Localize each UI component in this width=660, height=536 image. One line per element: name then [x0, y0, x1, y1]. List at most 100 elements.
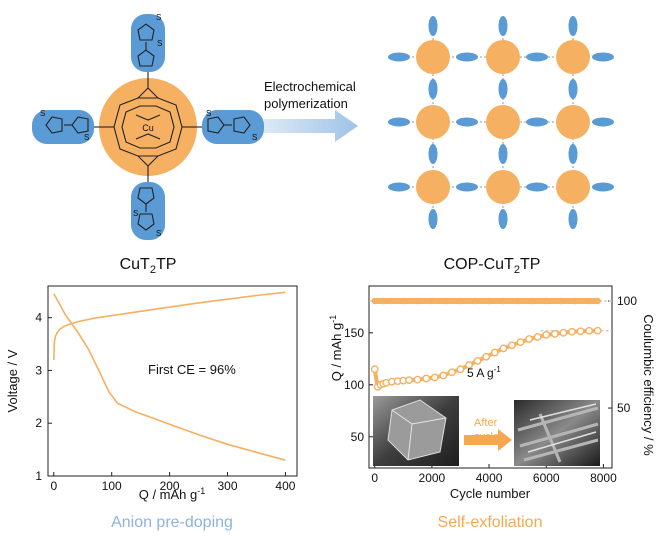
chart2-ytick-left-label-0: 50: [351, 430, 365, 444]
chart2-ylabel-left: Q / mAh g-1: [328, 315, 344, 382]
cycling-chart: 0 2000 4000 6000 8000 50 100 150 50 100 After cyc…: [328, 285, 656, 531]
linker-vertical-3-2: [568, 79, 578, 99]
inset-label-after: After: [474, 417, 498, 429]
chart1-ytick-label-1: 2: [35, 416, 42, 430]
chart2-point-ce-9: [485, 297, 493, 305]
thiophene-arm-right: [202, 110, 264, 144]
chart2-point-ce-15: [571, 297, 579, 305]
chart2-point-capacity-29: [585, 326, 594, 335]
linker-horizontal-3-3: [526, 182, 548, 192]
linker-horizontal-3-4: [592, 182, 614, 192]
sulfur-label-right-1: S: [206, 109, 211, 118]
linker-horizontal-1-3: [526, 52, 548, 62]
chart1-ytick-label-0: 1: [35, 469, 42, 483]
chart2-point-capacity-10: [422, 374, 431, 383]
chart2-ytick-left-label-2: 150: [344, 326, 364, 340]
arrow-label-line1: Electrochemical: [264, 79, 356, 94]
chart1-ytick-label-2: 3: [35, 363, 42, 377]
linker-vertical-3-4: [568, 209, 578, 229]
chart2-point-capacity-9: [413, 375, 422, 384]
chart2-point-capacity-13: [448, 368, 456, 377]
chart2-point-capacity-8: [405, 376, 413, 385]
chart2-point-capacity-27: [568, 327, 576, 336]
monomer-structure: Cu S S S S S S S S: [32, 13, 264, 240]
chart2-point-capacity-21: [516, 338, 525, 347]
chart2-point-ce-13: [543, 297, 550, 305]
sulfur-label-left-2: S: [84, 133, 89, 142]
linker-horizontal-1-2: [456, 52, 478, 62]
linker-vertical-1-4: [428, 209, 438, 229]
linker-vertical-1-3: [428, 144, 438, 164]
chart2-point-capacity-17: [482, 352, 491, 361]
chart2-point-capacity-22: [525, 335, 533, 343]
monomer-name: CuT2TP: [120, 256, 177, 276]
porphyrin-node-2-1: [416, 105, 450, 139]
linker-horizontal-1-4: [592, 52, 614, 62]
chart1-line-discharge: [53, 293, 286, 461]
porphyrin-node-2-3: [556, 105, 590, 139]
arrow-label-line2: polymerization: [264, 96, 348, 111]
chart2-xtick-label-3: 6000: [533, 471, 560, 485]
chart2-point-ce-6: [442, 297, 450, 305]
porphyrin-node-1-2: [486, 40, 520, 74]
linker-vertical-3-1: [568, 16, 578, 36]
chart1-ytick-label-3: 4: [35, 311, 42, 325]
chart2-point-capacity-20: [508, 341, 516, 350]
chart2-point-capacity-23: [533, 333, 542, 341]
porphyrin-node-3-2: [486, 170, 520, 204]
chart2-xtick-label-0: 0: [371, 471, 378, 485]
chart2-ytick-right-label-0: 50: [617, 401, 631, 415]
linker-vertical-2-3: [498, 144, 508, 164]
linker-horizontal-3-2: [456, 182, 478, 192]
chart2-point-ce-10: [500, 297, 507, 305]
chart2-point-capacity-18: [490, 348, 499, 357]
chart2-point-ce-17: [594, 297, 601, 305]
chart2-point-capacity-16: [473, 356, 482, 365]
voltage-capacity-chart: 0 100 200 300 400 1 2 3 4 First CE = 96% Q / mAh…: [5, 285, 298, 531]
polymer-network: [388, 16, 614, 230]
linker-horizontal-2-2: [456, 117, 478, 127]
chart2-point-capacity-26: [559, 328, 568, 337]
sulfur-label-left-1: S: [40, 109, 45, 118]
chart2-series: [369, 297, 612, 391]
sulfur-label-top-2: S: [156, 13, 161, 22]
chart1-xlabel: Q / mAh g-1: [139, 486, 206, 502]
chart1-ticks: 0 100 200 300 400 1 2 3 4: [35, 311, 295, 493]
chart2-point-ce-4: [414, 297, 421, 305]
chart2-point-ce-12: [528, 297, 536, 305]
metal-label: Cu: [142, 123, 154, 133]
chart2-xlabel: Cycle number: [450, 486, 531, 501]
chart1-series: [53, 291, 286, 461]
chart2-point-capacity-14: [456, 365, 465, 374]
chart1-caption: Anion pre-doping: [111, 514, 233, 531]
chart2-caption: Self-exfoliation: [438, 514, 543, 531]
chart2-ticks: 0 2000 4000 6000 8000 50 100 150 50 100: [344, 294, 637, 485]
chart1-annotation: First CE = 96%: [148, 362, 236, 377]
sulfur-label-bottom-2: S: [156, 229, 161, 238]
linker-horizontal-2-3: [526, 117, 548, 127]
chart2-ytick-left-label-1: 100: [344, 378, 364, 392]
chart2-xtick-label-2: 4000: [476, 471, 503, 485]
inset-arrow: [464, 429, 512, 451]
thiophene-arm-left: [32, 110, 94, 144]
chart2-point-capacity-19: [499, 344, 508, 353]
linker-horizontal-2-1: [388, 117, 410, 127]
chart1-xtick-label-3: 300: [217, 479, 237, 493]
linker-vertical-1-2: [428, 79, 438, 99]
linker-vertical-2-4: [498, 209, 508, 229]
linker-vertical-1-1: [428, 16, 438, 36]
porphyrin-node-1-3: [556, 40, 590, 74]
chart2-point-ce-11: [514, 297, 521, 305]
sem-inset-before: [373, 396, 459, 466]
chart1-xtick-label-0: 0: [50, 479, 57, 493]
porphyrin-node-3-1: [416, 170, 450, 204]
inset-label-cycles: cycles: [474, 431, 505, 443]
chart1-xtick-label-2: 200: [160, 479, 180, 493]
chart2-point-ce-2: [388, 297, 396, 305]
chart2-point-ce-1: [380, 297, 387, 305]
chart2-point-ce-7: [457, 297, 464, 305]
arrow-shape: [264, 110, 358, 142]
chart2-point-capacity-25: [550, 329, 559, 338]
polymer-name: COP-CuT2TP: [444, 256, 541, 276]
chart1-ylabel: Voltage / V: [5, 349, 20, 412]
